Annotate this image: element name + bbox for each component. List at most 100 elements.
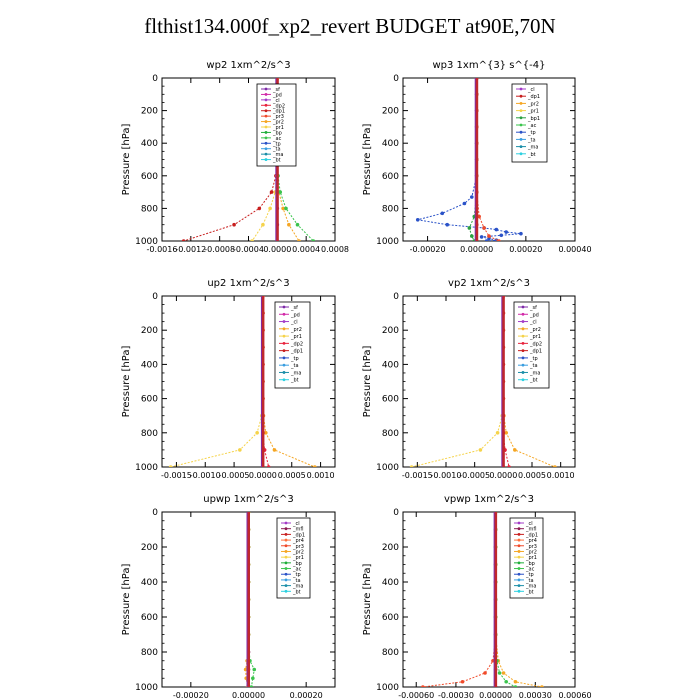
data-point [501,671,506,675]
y-tick-label: 800 [141,204,158,214]
legend-marker [284,538,288,542]
legend-box [513,301,550,389]
legend-marker [264,158,268,161]
y-axis-label: Pressure [hPa] [121,124,132,196]
chart-panel: up2 1xm^2/s^3 Pressure [hPa] 0 200 400 600 800… [121,278,336,480]
x-tick-label: 0.0004 [292,245,320,254]
x-tick-label: 0.00040 [558,245,591,254]
y-tick-label: 200 [141,543,158,553]
data-point [297,239,301,241]
legend-marker [521,349,525,353]
legend-marker [282,349,286,353]
y-tick-label: 0 [393,292,399,302]
legend-marker [264,93,268,96]
legend-marker [517,561,521,565]
y-axis-label: Pressure [hPa] [362,564,373,636]
legend-marker [517,572,521,576]
legend-label: _cl [292,521,300,527]
legend-label: _pd [290,312,300,318]
x-tick-label: -0.00020 [173,691,209,700]
legend-marker [521,356,525,360]
legend-label: _ma [272,152,283,158]
legend-box [276,517,311,599]
legend-marker [519,102,523,105]
legend-label: _pr1 [272,125,284,131]
legend-marker [282,378,286,382]
series-line [422,512,497,687]
legend-label: _bt [527,152,536,158]
x-tick-label: 0.0005 [278,471,306,480]
y-tick-label: 0 [393,508,399,518]
legend-marker [284,584,288,588]
data-point [250,239,254,241]
plot-frame [402,511,576,688]
data-point [540,685,544,687]
legend-marker [282,327,286,331]
legend-label: _ma [290,370,301,376]
y-tick-label: 1000 [376,237,399,247]
data-point [232,222,236,227]
legend-marker [517,532,521,536]
legend-marker [517,589,521,593]
y-tick-label: 0 [393,74,399,84]
data-point [470,234,474,238]
legend-marker [521,312,525,316]
legend-label: _pr2 [525,549,537,555]
y-tick-label: 600 [141,613,158,623]
x-tick-label: -0.00060 [398,691,434,700]
legend-marker [519,130,523,134]
y-axis-label: Pressure [hPa] [362,124,373,196]
chart-panel: vpwp 1xm^2/s^3 Pressure [hPa] 0 200 400 600 80… [362,494,592,700]
legend-marker [264,131,268,134]
plot-frame [161,77,336,242]
legend-marker [521,305,525,309]
legend-marker [517,527,521,531]
legend-label: _sf [529,305,537,311]
x-tick-label: 0.0010 [547,471,575,480]
y-tick-label: 1000 [376,683,399,693]
chart-panel: upwp 1xm^2/s^3 Pressure [hPa] 0 200 400 600 80… [121,494,336,700]
legend-label: _pr1 [529,334,541,340]
legend-box [256,83,297,167]
legend-label: _bt [272,158,281,164]
legend-marker [264,147,268,151]
legend-label: _cl [527,87,535,93]
data-point [440,211,445,216]
x-tick-label: 0.00000 [232,691,265,700]
x-tick-label: 0.00060 [558,691,591,700]
y-axis-label: Pressure [hPa] [121,346,132,418]
legend-marker [517,578,521,582]
chart-title: vp2 1xm^2/s^3 [448,278,530,289]
data-point [445,222,450,227]
legend-marker [521,371,525,374]
legend-label: _dp1 [529,349,542,355]
legend-label: _tp [292,572,301,578]
y-tick-label: 800 [382,429,399,439]
legend-marker [517,584,521,588]
legend-label: _pr2 [527,101,539,107]
legend-marker [282,312,286,316]
legend-label: _dp1 [292,532,305,538]
legend-label: _ac [272,136,282,142]
legend-label: _pr3 [272,114,284,120]
legend-box [274,301,311,389]
data-point [519,231,523,236]
legend-label: _mfl [525,527,537,533]
legend-marker [282,371,286,374]
x-tick-label: -0.00020 [410,245,446,254]
legend-label: _pr4 [525,538,537,544]
y-axis-label: Pressure [hPa] [121,564,132,636]
legend-marker [284,555,288,559]
chart-panel: wp3 1xm^{3} s^{-4} Pressure [hPa] 0 200 400 6… [362,60,592,254]
legend-box [509,517,544,599]
legend-label: _ta [272,147,281,153]
data-point [553,465,557,467]
legend-marker [519,116,523,120]
legend-marker [284,550,288,553]
legend-marker [517,538,521,542]
legend-marker [521,320,525,323]
data-point [495,431,500,435]
legend-label: _sf [290,305,298,311]
y-tick-label: 1000 [135,683,158,693]
data-point [513,685,518,687]
